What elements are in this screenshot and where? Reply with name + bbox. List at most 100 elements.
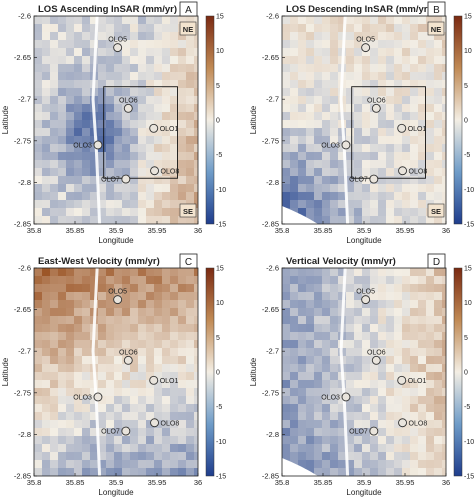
y-tick-label: -2.65: [262, 305, 279, 314]
station-marker-olo6: [123, 103, 133, 113]
station-label: OLO3: [73, 142, 92, 149]
station-label: OLO8: [409, 420, 428, 427]
panel-letter-box: [179, 253, 198, 269]
y-tick-label: -2.85: [262, 220, 279, 229]
x-tick-label: 36: [194, 478, 202, 487]
x-tick-label: 35.8: [275, 478, 290, 487]
corner-label-se: SE: [183, 207, 193, 216]
panel-c: East-West Velocity (mm/yr) C 35.8 35.85 35.9…: [1, 253, 226, 497]
station-marker-olo5: [361, 43, 371, 53]
x-tick-label: 36: [194, 226, 202, 235]
station-marker-olo1: [397, 375, 407, 385]
station-marker-olo5: [361, 295, 371, 305]
y-tick-label: -2.75: [14, 388, 31, 397]
y-tick-label: -2.8: [18, 178, 31, 187]
y-axis-label: Latitude: [1, 357, 10, 386]
x-tick-label: 35.95: [148, 478, 167, 487]
station-marker-olo3: [93, 392, 103, 402]
colorbar: [205, 267, 215, 477]
station-marker-olo8: [398, 418, 407, 428]
study-area-box: [103, 86, 178, 179]
station-marker-olo8: [398, 166, 407, 176]
panel-title: Vertical Velocity (mm/yr): [286, 256, 396, 267]
x-tick-label: 35.9: [357, 478, 372, 487]
x-axis-label: Longitude: [98, 488, 134, 497]
y-tick-label: -2.85: [14, 220, 31, 229]
corner-label-box: [179, 21, 197, 36]
station-label: OLO5: [108, 37, 127, 44]
station-label: OLO1: [160, 378, 179, 385]
x-tick-label: 35.85: [66, 478, 85, 487]
station-label: OLO7: [101, 177, 120, 184]
heatmap-field: [34, 16, 198, 224]
panel-title: LOS Descending InSAR (mm/yr): [286, 4, 431, 15]
station-marker-olo1: [149, 123, 159, 133]
colorbar-tick-label: 15: [464, 266, 472, 273]
x-tick-label: 35.8: [275, 226, 290, 235]
station-label: OLO7: [349, 177, 368, 184]
y-tick-label: -2.8: [266, 178, 279, 187]
colorbar: [453, 267, 463, 477]
y-axis-label: Latitude: [249, 105, 258, 134]
colorbar-tick-label: -15: [216, 474, 226, 481]
y-tick-label: -2.6: [266, 12, 279, 21]
station-marker-olo5: [113, 43, 123, 53]
station-marker-olo1: [149, 375, 159, 385]
x-tick-label: 35.95: [396, 478, 415, 487]
x-axis-label: Longitude: [98, 236, 134, 245]
x-tick-label: 35.8: [27, 478, 42, 487]
y-tick-label: -2.65: [14, 305, 31, 314]
colorbar-tick-label: 5: [216, 83, 220, 90]
station-marker-olo8: [150, 166, 159, 176]
x-tick-label: 35.9: [109, 478, 124, 487]
y-tick-label: -2.7: [18, 347, 31, 356]
station-marker-olo6: [371, 355, 381, 365]
station-marker-olo6: [123, 355, 133, 365]
station-label: OLO8: [409, 168, 428, 175]
colorbar: [205, 15, 215, 225]
station-label: OLO8: [161, 420, 180, 427]
panel-a: LOS Ascending InSAR (mm/yr) A NE SE 35.8 35.8…: [1, 1, 226, 245]
station-marker-olo7: [121, 426, 131, 436]
panel-title: East-West Velocity (mm/yr): [38, 256, 160, 267]
x-tick-label: 35.85: [314, 226, 333, 235]
station-label: OLO6: [367, 349, 386, 356]
panel-letter-box: [427, 253, 446, 269]
y-axis-label: Latitude: [1, 105, 10, 134]
colorbar-tick-label: -10: [464, 439, 474, 446]
station-label: OLO3: [321, 142, 340, 149]
station-label: OLO1: [408, 378, 427, 385]
x-axis-label: Longitude: [346, 488, 382, 497]
y-tick-label: -2.65: [262, 53, 279, 62]
station-label: OLO5: [356, 289, 375, 296]
heatmap-field: [282, 268, 446, 476]
colorbar-tick-label: 5: [464, 335, 468, 342]
colorbar-tick-label: -5: [216, 404, 222, 411]
station-label: OLO5: [356, 37, 375, 44]
colorbar-tick-label: 10: [216, 48, 224, 55]
colorbar-tick-label: 0: [464, 118, 468, 125]
station-label: OLO6: [119, 97, 138, 104]
x-tick-label: 35.85: [314, 478, 333, 487]
y-tick-label: -2.8: [266, 430, 279, 439]
panel-title: LOS Ascending InSAR (mm/yr): [38, 4, 177, 15]
colorbar-tick-label: 0: [216, 118, 220, 125]
corner-label-box: [427, 203, 445, 218]
x-tick-label: 35.95: [396, 226, 415, 235]
x-tick-label: 35.9: [357, 226, 372, 235]
station-label: OLO5: [108, 289, 127, 296]
y-tick-label: -2.85: [14, 472, 31, 481]
decorrelation-streak: [91, 268, 102, 476]
panel-letter: B: [433, 5, 440, 16]
colorbar-tick-label: 15: [216, 14, 224, 21]
colorbar-tick-label: -15: [216, 222, 226, 229]
station-label: OLO8: [161, 168, 180, 175]
colorbar-tick-label: -15: [464, 222, 474, 229]
panel-b: LOS Descending InSAR (mm/yr) B NE SE 35.8 35.…: [249, 1, 474, 245]
y-tick-label: -2.75: [262, 136, 279, 145]
station-label: OLO3: [321, 394, 340, 401]
station-label: OLO1: [160, 126, 179, 133]
station-marker-olo3: [341, 140, 351, 150]
colorbar-tick-label: -15: [464, 474, 474, 481]
